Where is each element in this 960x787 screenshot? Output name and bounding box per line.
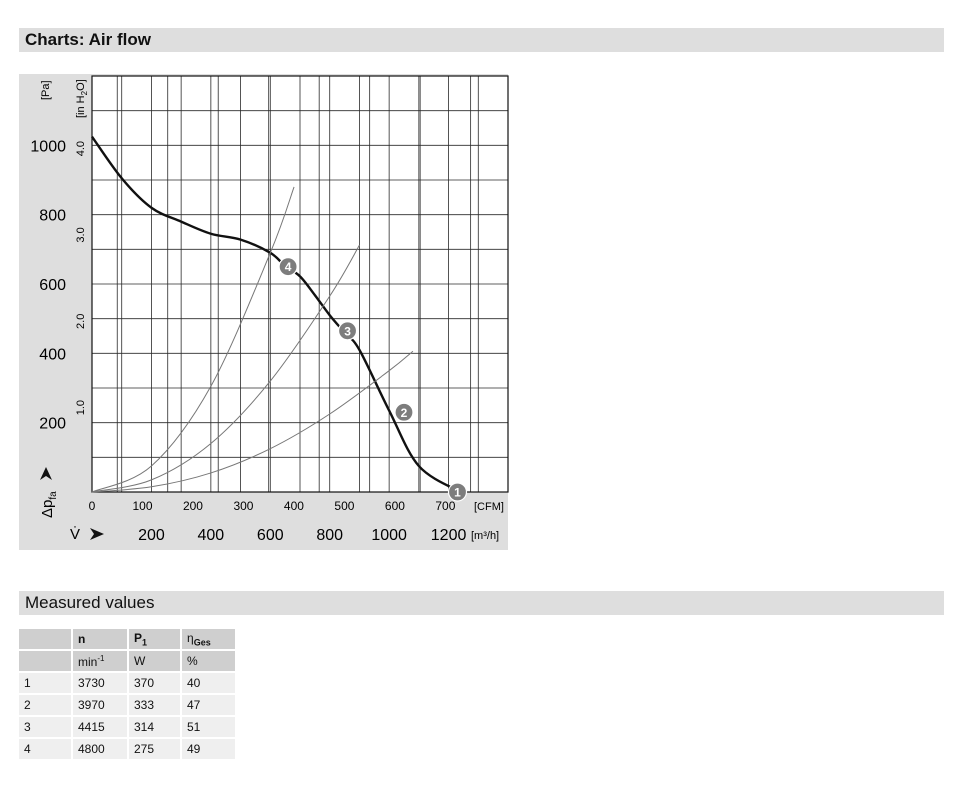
- header-cell-p1: P1: [129, 629, 180, 649]
- x-tick-label-cfm: 500: [334, 499, 354, 513]
- table-cell: 51: [182, 717, 235, 737]
- system-curve-line: [91, 350, 414, 493]
- x-tick-label-cfm: 400: [284, 499, 304, 513]
- unit-cell-w: W: [129, 651, 180, 671]
- section-title-air-flow: Charts: Air flow: [19, 28, 944, 52]
- table-cell: 3730: [73, 673, 127, 693]
- table-row: 1 3730 370 40: [19, 673, 235, 693]
- y-unit-inh2o: [in H2O]: [75, 79, 89, 118]
- x-axis-symbol: V̇: [70, 526, 80, 543]
- x-tick-label-cfm: 700: [435, 499, 455, 513]
- operating-point-circle: [278, 257, 298, 277]
- x-tick-label-cfm: 0: [89, 499, 96, 513]
- x-tick-label-cfm: 100: [132, 499, 152, 513]
- table-cell: 49: [182, 739, 235, 759]
- y-tick-label-pa: 600: [39, 277, 66, 294]
- y-tick-label-pa: 400: [39, 346, 66, 363]
- x-unit-cfm: [CFM]: [474, 501, 504, 513]
- operating-point-marker: 2: [394, 402, 414, 422]
- y-tick-label-pa: 800: [39, 208, 66, 225]
- table-cell: 4: [19, 739, 71, 759]
- table-cell: 4800: [73, 739, 127, 759]
- table-row: 4 4800 275 49: [19, 739, 235, 759]
- x-tick-label-m3h: 200: [138, 527, 165, 544]
- table-cell: 4415: [73, 717, 127, 737]
- operating-point-marker: 1: [447, 482, 468, 502]
- x-unit-m3h: [m³/h]: [471, 530, 499, 542]
- y-unit-pa: [Pa]: [40, 80, 52, 100]
- header-cell-n: n: [73, 629, 127, 649]
- table-cell: 3970: [73, 695, 127, 715]
- y-axis-arrow-icon: [40, 467, 52, 480]
- table-cell: 47: [182, 695, 235, 715]
- operating-point-label: 3: [344, 324, 351, 338]
- system-curve-line: [91, 186, 295, 493]
- table-row: 3 4415 314 51: [19, 717, 235, 737]
- y-tick-label-inh2o: 3.0: [75, 227, 87, 242]
- table-cell: 333: [129, 695, 180, 715]
- x-tick-label-m3h: 800: [316, 527, 343, 544]
- x-tick-label-cfm: 600: [385, 499, 405, 513]
- operating-point-circle: [394, 402, 414, 422]
- operating-point-marker: 4: [278, 257, 298, 277]
- x-tick-label-m3h: 400: [198, 527, 225, 544]
- table-cell: 2: [19, 695, 71, 715]
- operating-point-marker: 3: [337, 321, 358, 341]
- plot-frame: [91, 75, 509, 493]
- chart-grid: [91, 75, 509, 493]
- table-header-row: n P1 ηGes: [19, 629, 235, 649]
- y-tick-label-inh2o: 4.0: [75, 141, 87, 156]
- x-tick-label-cfm: 200: [183, 499, 203, 513]
- operating-point-label: 4: [285, 260, 292, 274]
- table-cell: 3: [19, 717, 71, 737]
- table-cell: 1: [19, 673, 71, 693]
- x-axis-panel: [92, 516, 508, 550]
- measured-values-table: n P1 ηGes min-1 W % 1 3730 370 40 2 3970 333 47…: [17, 627, 237, 761]
- y-tick-label-pa: 200: [39, 416, 66, 433]
- table-cell: 370: [129, 673, 180, 693]
- table-cell: 314: [129, 717, 180, 737]
- x-tick-label-m3h: 600: [257, 527, 284, 544]
- y-tick-label-pa: 1000: [30, 138, 66, 155]
- x-tick-label-m3h: 1200: [431, 527, 467, 544]
- table-units-row: min-1 W %: [19, 651, 235, 671]
- operating-point-circle: [447, 482, 468, 502]
- operating-point-label: 1: [454, 486, 461, 500]
- header-cell-eta: ηGes: [182, 629, 235, 649]
- operating-point-label: 2: [401, 406, 408, 420]
- operating-point-circle: [337, 321, 358, 341]
- unit-cell: [19, 651, 71, 671]
- unit-cell-pct: %: [182, 651, 235, 671]
- y-ticks-inh2o: 1.0 2.0 3.0 4.0: [75, 141, 87, 415]
- operating-points: 1 2 3 4: [278, 257, 468, 502]
- x-tick-label-cfm: 300: [233, 499, 253, 513]
- x-axis-arrow-icon: [90, 528, 104, 540]
- system-curve-line: [91, 244, 360, 493]
- table-cell: 275: [129, 739, 180, 759]
- header-cell: [19, 629, 71, 649]
- x-tick-label-m3h: 1000: [371, 527, 407, 544]
- x-ticks-m3h: 200 400 600 800 1000 1200: [138, 527, 466, 544]
- y-tick-label-inh2o: 2.0: [75, 314, 87, 329]
- table-cell: 40: [182, 673, 235, 693]
- y-tick-label-inh2o: 1.0: [75, 400, 87, 415]
- table-row: 2 3970 333 47: [19, 695, 235, 715]
- section-title-measured-values: Measured values: [19, 591, 944, 615]
- y-axis-symbol: Δpfa: [39, 491, 59, 518]
- x-ticks-cfm: 0 100 200 300 400 500 600 700: [89, 499, 456, 513]
- y-ticks-pa: 200 400 600 800 1000: [30, 138, 66, 432]
- unit-cell-min: min-1: [73, 651, 127, 671]
